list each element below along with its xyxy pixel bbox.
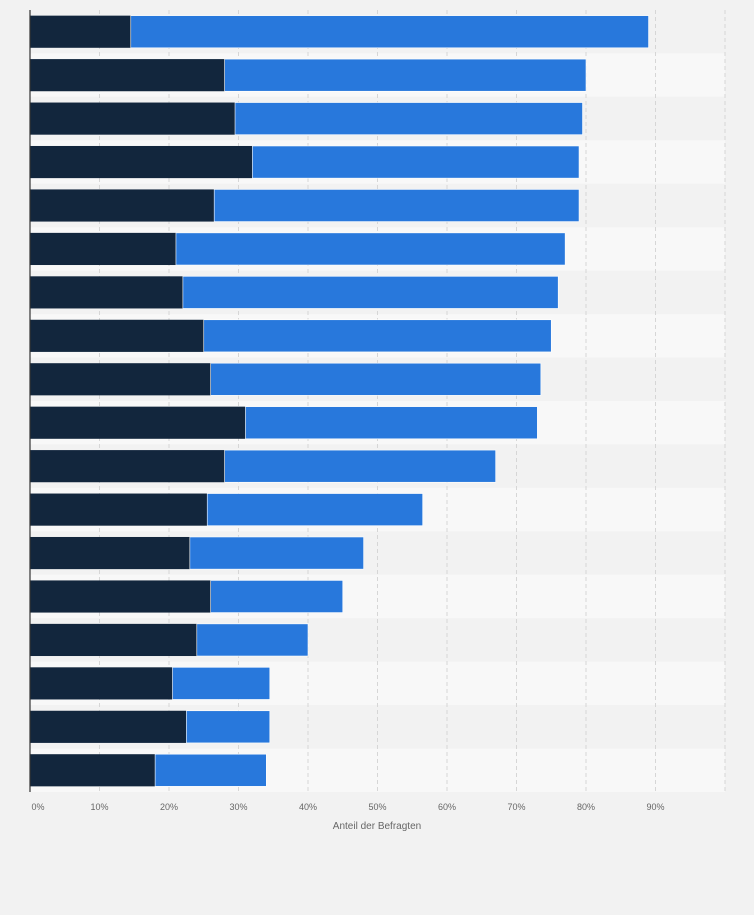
bar-segment [213, 189, 580, 222]
bar-segment [30, 276, 183, 309]
bar-segment [30, 189, 215, 222]
bar-segment [30, 536, 190, 570]
bar-segment [30, 754, 156, 787]
x-tick-label: 50% [368, 802, 386, 812]
x-tick-label: 80% [577, 802, 595, 812]
bar-segment [30, 450, 225, 483]
bar-segment [30, 319, 204, 352]
x-tick-label: 10% [90, 802, 108, 812]
bar-segment [182, 276, 559, 309]
x-tick-label: 0% [31, 802, 44, 812]
bar-segment [210, 580, 344, 613]
bar-segment [130, 15, 649, 49]
bar-segment [30, 667, 173, 700]
x-tick-label: 30% [229, 802, 247, 812]
bar-segment [234, 102, 583, 135]
x-tick-label: 90% [646, 802, 664, 812]
bar-segment [30, 623, 197, 657]
bar-segment [196, 623, 309, 657]
bar-segment [224, 58, 587, 92]
bar-segment [30, 145, 253, 179]
x-axis-label: Anteil der Befragten [333, 821, 421, 832]
bar-segment [186, 710, 271, 744]
bar-segment [30, 363, 211, 396]
bar-segment [210, 362, 542, 396]
bar-segment [172, 667, 271, 700]
bar-segment [252, 145, 580, 179]
x-tick-label: 60% [438, 802, 456, 812]
bar-segment [30, 102, 236, 135]
bar-segment [206, 493, 423, 526]
bar-segment [30, 580, 211, 613]
bar-segment [154, 753, 267, 787]
bar-segment [30, 710, 187, 743]
x-tick-label: 70% [507, 802, 525, 812]
x-tick-label: 40% [299, 802, 317, 812]
bar-segment [30, 59, 225, 92]
x-tick-label: 20% [160, 802, 178, 812]
bar-segment [30, 406, 246, 439]
bar-segment [224, 449, 496, 483]
bar-segment [30, 232, 176, 266]
bar-segment [245, 406, 538, 440]
bar-segment [175, 232, 566, 266]
bar-segment [30, 493, 208, 526]
bar-segment [30, 15, 131, 48]
bar-segment [189, 536, 364, 570]
bar-segment [203, 319, 552, 353]
